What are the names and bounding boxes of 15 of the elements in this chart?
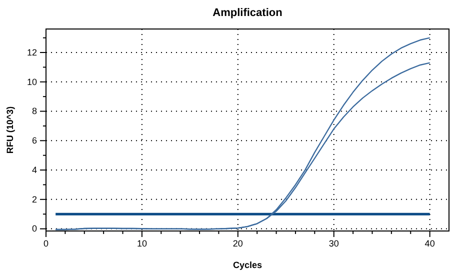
x-tick-label: 20 — [232, 238, 243, 248]
y-tick-label: 2 — [32, 194, 37, 204]
x-axis-title: Cycles — [232, 260, 262, 270]
x-tick-label: 10 — [136, 238, 147, 248]
chart-title: Amplification — [212, 7, 283, 19]
y-tick-label: 4 — [32, 164, 37, 175]
y-axis-title: RFU (10^3) — [5, 106, 15, 154]
y-tick-label: 8 — [32, 106, 37, 116]
x-tick-label: 0 — [43, 238, 49, 248]
y-tick-label: 0 — [32, 224, 37, 234]
x-tick-label: 30 — [328, 238, 339, 248]
x-tick-label: 40 — [424, 238, 435, 248]
y-tick-label: 10 — [26, 76, 37, 87]
y-tick-label: 12 — [26, 47, 37, 58]
y-tick-label: 6 — [32, 136, 37, 146]
